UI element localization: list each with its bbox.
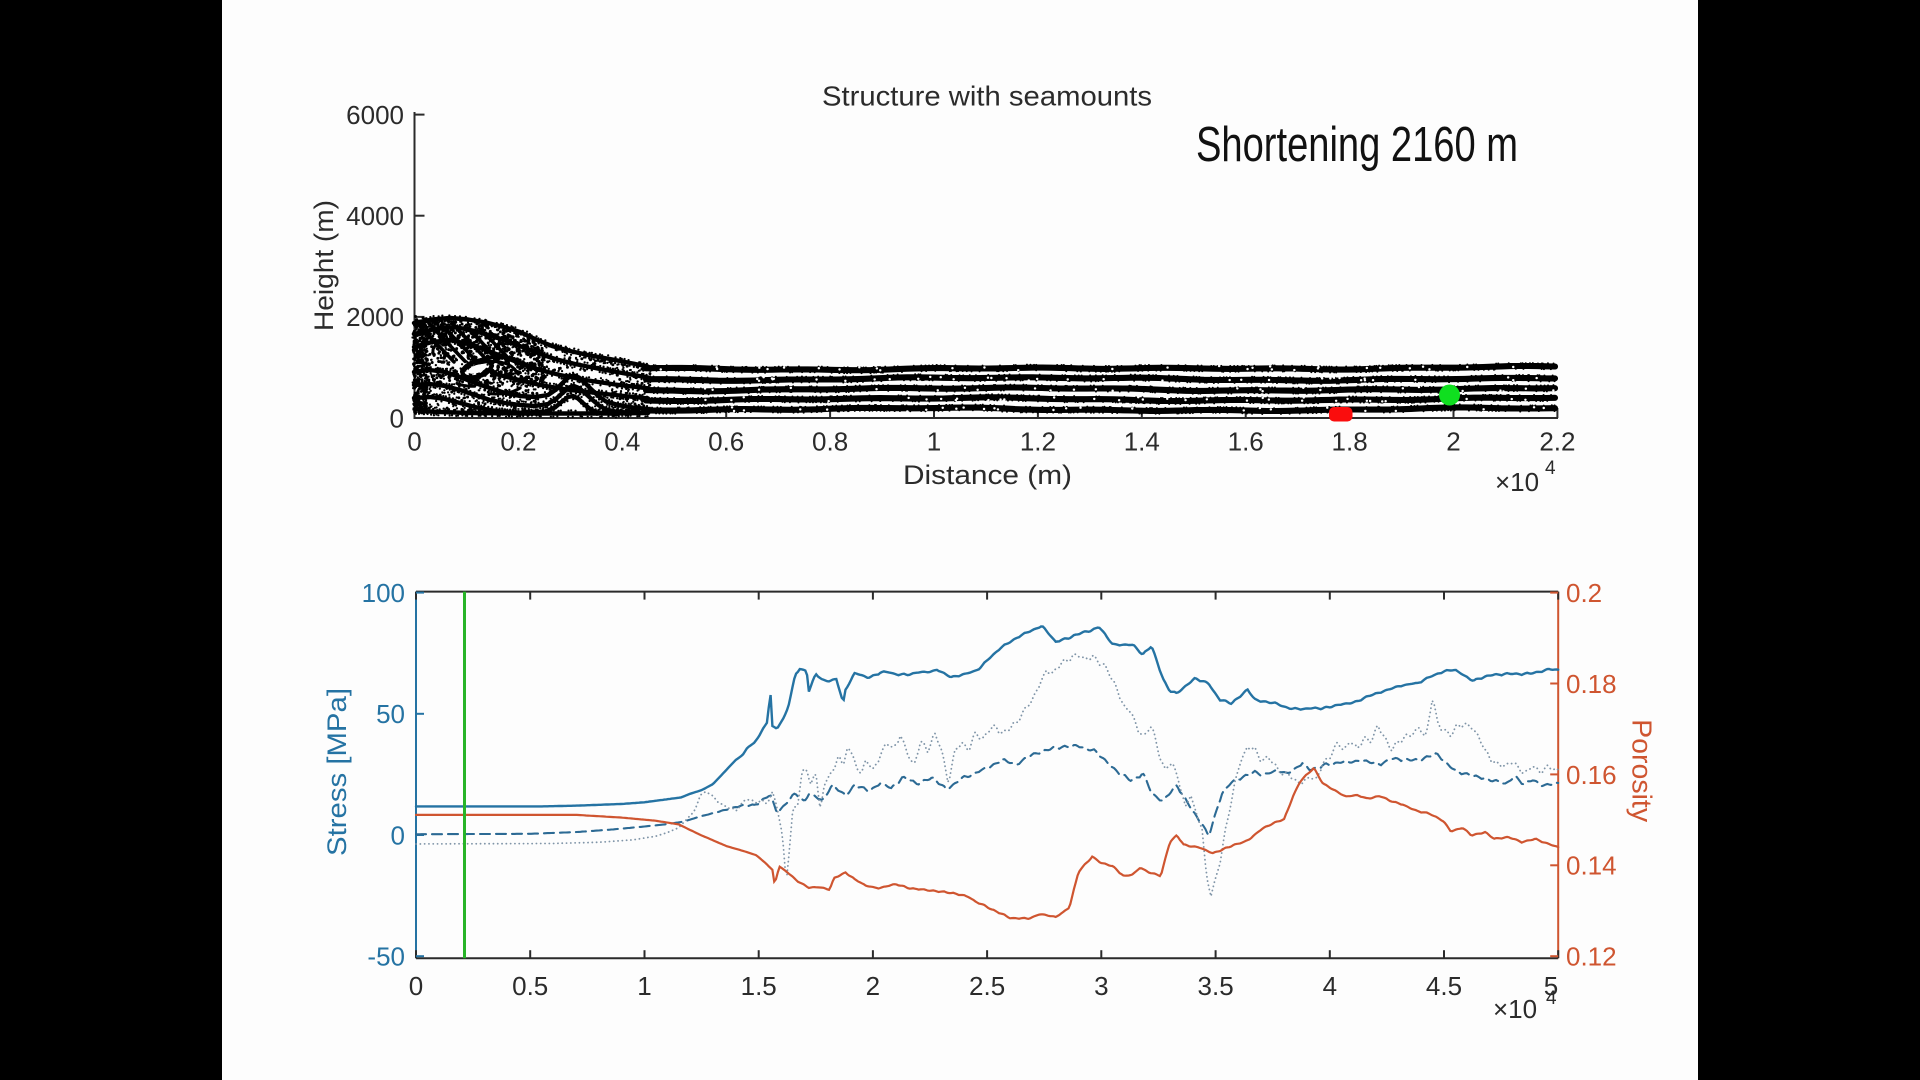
svg-text:2.5: 2.5 <box>969 971 1005 1001</box>
svg-text:1.6: 1.6 <box>1228 426 1264 456</box>
svg-text:2.2: 2.2 <box>1539 426 1575 456</box>
svg-text:1.4: 1.4 <box>1124 426 1160 456</box>
svg-text:4: 4 <box>1546 988 1557 1009</box>
svg-text:1: 1 <box>927 426 941 456</box>
svg-text:0.5: 0.5 <box>512 971 548 1001</box>
svg-text:0.4: 0.4 <box>604 426 640 456</box>
svg-text:×10: ×10 <box>1495 467 1539 497</box>
svg-text:0.8: 0.8 <box>812 426 848 456</box>
svg-text:100: 100 <box>362 578 405 608</box>
svg-text:Porosity: Porosity <box>1627 719 1658 822</box>
svg-text:0: 0 <box>391 820 405 850</box>
svg-text:0.18: 0.18 <box>1566 669 1617 699</box>
svg-text:-50: -50 <box>367 942 405 972</box>
svg-text:0: 0 <box>409 971 423 1001</box>
svg-text:Distance (m): Distance (m) <box>903 460 1072 490</box>
svg-text:4: 4 <box>1323 971 1337 1001</box>
svg-text:4.5: 4.5 <box>1426 971 1462 1001</box>
svg-text:Stress [MPa]: Stress [MPa] <box>322 688 352 856</box>
svg-text:0.2: 0.2 <box>1566 578 1602 608</box>
svg-text:Shortening 2160 m: Shortening 2160 m <box>1196 118 1518 172</box>
svg-text:Height (m): Height (m) <box>309 200 339 331</box>
svg-text:0.12: 0.12 <box>1566 942 1617 972</box>
svg-text:0.2: 0.2 <box>500 426 536 456</box>
svg-text:0.6: 0.6 <box>708 426 744 456</box>
svg-text:4: 4 <box>1545 458 1556 479</box>
svg-text:×10: ×10 <box>1493 994 1537 1024</box>
svg-text:5: 5 <box>1544 971 1558 1001</box>
svg-text:2: 2 <box>1446 426 1460 456</box>
svg-text:0: 0 <box>407 426 421 456</box>
svg-text:2: 2 <box>866 971 880 1001</box>
svg-text:4000: 4000 <box>346 201 404 231</box>
svg-text:3.5: 3.5 <box>1198 971 1234 1001</box>
svg-text:6000: 6000 <box>346 100 404 130</box>
svg-text:0.14: 0.14 <box>1566 851 1617 881</box>
svg-text:Structure with seamounts: Structure with seamounts <box>822 80 1152 111</box>
svg-text:1: 1 <box>637 971 651 1001</box>
svg-text:0: 0 <box>390 403 404 433</box>
svg-text:1.2: 1.2 <box>1020 426 1056 456</box>
svg-text:1.8: 1.8 <box>1332 426 1368 456</box>
svg-text:0.16: 0.16 <box>1566 760 1617 790</box>
svg-text:50: 50 <box>376 699 405 729</box>
svg-text:3: 3 <box>1094 971 1108 1001</box>
svg-text:1.5: 1.5 <box>741 971 777 1001</box>
svg-text:2000: 2000 <box>346 302 404 332</box>
